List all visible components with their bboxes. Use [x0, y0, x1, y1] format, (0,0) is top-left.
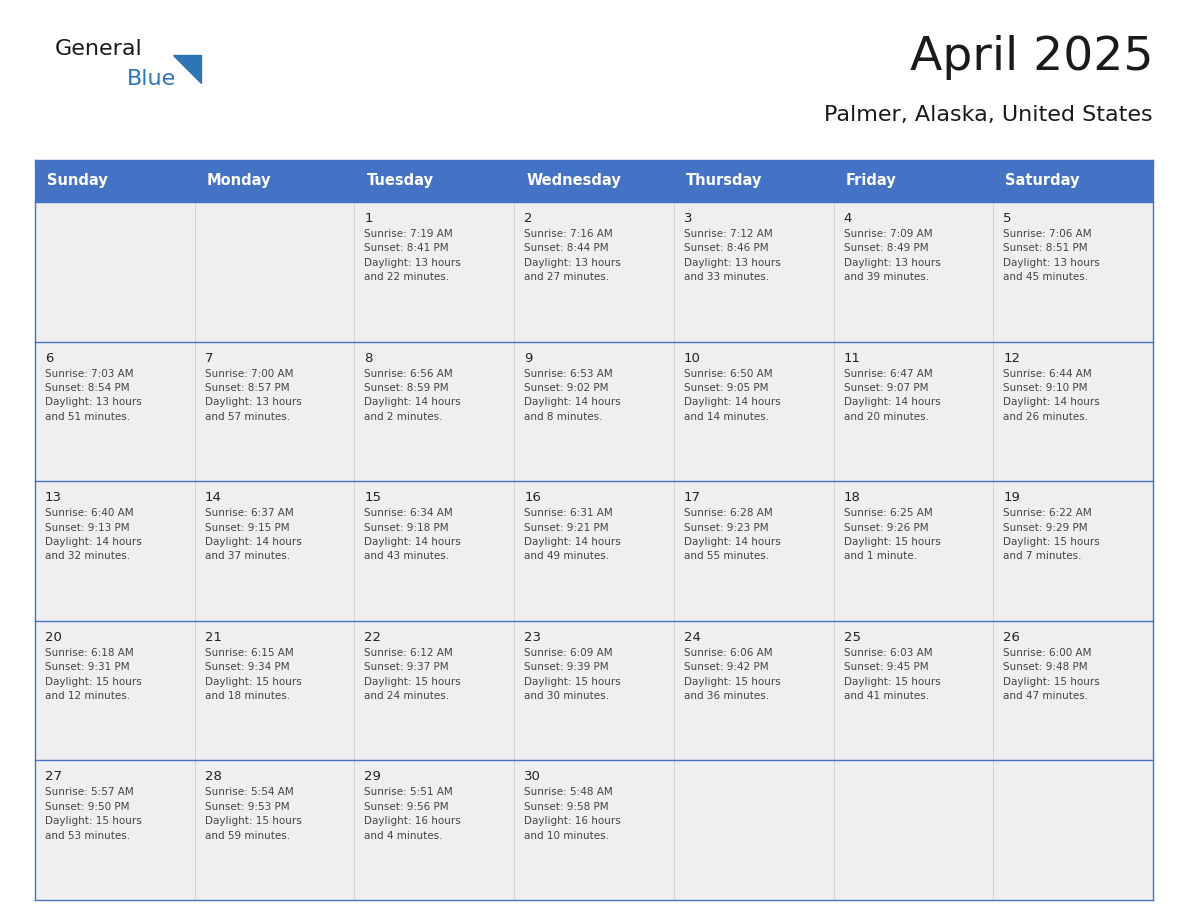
Text: 24: 24 [684, 631, 701, 644]
Text: 17: 17 [684, 491, 701, 504]
Text: 5: 5 [1004, 212, 1012, 225]
Text: 12: 12 [1004, 352, 1020, 364]
Text: Sunrise: 7:09 AM
Sunset: 8:49 PM
Daylight: 13 hours
and 39 minutes.: Sunrise: 7:09 AM Sunset: 8:49 PM Dayligh… [843, 229, 941, 282]
Text: Sunrise: 7:19 AM
Sunset: 8:41 PM
Daylight: 13 hours
and 22 minutes.: Sunrise: 7:19 AM Sunset: 8:41 PM Dayligh… [365, 229, 461, 282]
Text: 9: 9 [524, 352, 532, 364]
Text: Sunrise: 6:56 AM
Sunset: 8:59 PM
Daylight: 14 hours
and 2 minutes.: Sunrise: 6:56 AM Sunset: 8:59 PM Dayligh… [365, 369, 461, 421]
Text: 14: 14 [204, 491, 222, 504]
Text: 3: 3 [684, 212, 693, 225]
Text: 4: 4 [843, 212, 852, 225]
Text: 19: 19 [1004, 491, 1020, 504]
Text: Sunrise: 5:48 AM
Sunset: 9:58 PM
Daylight: 16 hours
and 10 minutes.: Sunrise: 5:48 AM Sunset: 9:58 PM Dayligh… [524, 788, 621, 841]
Bar [34, 481, 1154, 621]
Text: 15: 15 [365, 491, 381, 504]
Text: Sunrise: 6:44 AM
Sunset: 9:10 PM
Daylight: 14 hours
and 26 minutes.: Sunrise: 6:44 AM Sunset: 9:10 PM Dayligh… [1004, 369, 1100, 421]
Text: Sunrise: 6:18 AM
Sunset: 9:31 PM
Daylight: 15 hours
and 12 minutes.: Sunrise: 6:18 AM Sunset: 9:31 PM Dayligh… [45, 648, 141, 701]
Text: 27: 27 [45, 770, 62, 783]
Text: Sunrise: 6:22 AM
Sunset: 9:29 PM
Daylight: 15 hours
and 7 minutes.: Sunrise: 6:22 AM Sunset: 9:29 PM Dayligh… [1004, 509, 1100, 562]
Text: Sunrise: 6:31 AM
Sunset: 9:21 PM
Daylight: 14 hours
and 49 minutes.: Sunrise: 6:31 AM Sunset: 9:21 PM Dayligh… [524, 509, 621, 562]
Text: Palmer, Alaska, United States: Palmer, Alaska, United States [824, 105, 1154, 125]
Text: 2: 2 [524, 212, 532, 225]
Text: Sunrise: 7:12 AM
Sunset: 8:46 PM
Daylight: 13 hours
and 33 minutes.: Sunrise: 7:12 AM Sunset: 8:46 PM Dayligh… [684, 229, 781, 282]
Text: 26: 26 [1004, 631, 1020, 644]
Text: 22: 22 [365, 631, 381, 644]
Text: 6: 6 [45, 352, 53, 364]
Text: Friday: Friday [846, 174, 896, 188]
Text: 18: 18 [843, 491, 860, 504]
Text: Sunrise: 6:15 AM
Sunset: 9:34 PM
Daylight: 15 hours
and 18 minutes.: Sunrise: 6:15 AM Sunset: 9:34 PM Dayligh… [204, 648, 302, 701]
Text: Sunrise: 7:06 AM
Sunset: 8:51 PM
Daylight: 13 hours
and 45 minutes.: Sunrise: 7:06 AM Sunset: 8:51 PM Dayligh… [1004, 229, 1100, 282]
Text: Sunrise: 6:09 AM
Sunset: 9:39 PM
Daylight: 15 hours
and 30 minutes.: Sunrise: 6:09 AM Sunset: 9:39 PM Dayligh… [524, 648, 621, 701]
Text: Sunrise: 6:47 AM
Sunset: 9:07 PM
Daylight: 14 hours
and 20 minutes.: Sunrise: 6:47 AM Sunset: 9:07 PM Dayligh… [843, 369, 941, 421]
Bar [34, 341, 1154, 481]
Text: Sunrise: 6:06 AM
Sunset: 9:42 PM
Daylight: 15 hours
and 36 minutes.: Sunrise: 6:06 AM Sunset: 9:42 PM Dayligh… [684, 648, 781, 701]
Text: Sunrise: 6:00 AM
Sunset: 9:48 PM
Daylight: 15 hours
and 47 minutes.: Sunrise: 6:00 AM Sunset: 9:48 PM Dayligh… [1004, 648, 1100, 701]
Text: 10: 10 [684, 352, 701, 364]
Text: 29: 29 [365, 770, 381, 783]
Text: Sunrise: 5:57 AM
Sunset: 9:50 PM
Daylight: 15 hours
and 53 minutes.: Sunrise: 5:57 AM Sunset: 9:50 PM Dayligh… [45, 788, 141, 841]
Bar [34, 202, 1154, 341]
Text: Sunrise: 5:54 AM
Sunset: 9:53 PM
Daylight: 15 hours
and 59 minutes.: Sunrise: 5:54 AM Sunset: 9:53 PM Dayligh… [204, 788, 302, 841]
Text: 16: 16 [524, 491, 541, 504]
Text: Sunday: Sunday [48, 174, 108, 188]
Text: Sunrise: 6:12 AM
Sunset: 9:37 PM
Daylight: 15 hours
and 24 minutes.: Sunrise: 6:12 AM Sunset: 9:37 PM Dayligh… [365, 648, 461, 701]
Bar [34, 621, 1154, 760]
Text: 8: 8 [365, 352, 373, 364]
Text: Sunrise: 6:40 AM
Sunset: 9:13 PM
Daylight: 14 hours
and 32 minutes.: Sunrise: 6:40 AM Sunset: 9:13 PM Dayligh… [45, 509, 141, 562]
Text: 21: 21 [204, 631, 222, 644]
Text: 11: 11 [843, 352, 860, 364]
Text: Sunrise: 6:03 AM
Sunset: 9:45 PM
Daylight: 15 hours
and 41 minutes.: Sunrise: 6:03 AM Sunset: 9:45 PM Dayligh… [843, 648, 941, 701]
Text: General: General [55, 39, 143, 59]
Text: Sunrise: 7:16 AM
Sunset: 8:44 PM
Daylight: 13 hours
and 27 minutes.: Sunrise: 7:16 AM Sunset: 8:44 PM Dayligh… [524, 229, 621, 282]
Text: Monday: Monday [207, 174, 271, 188]
Text: Wednesday: Wednesday [526, 174, 621, 188]
Bar [34, 760, 1154, 900]
Text: 1: 1 [365, 212, 373, 225]
Text: April 2025: April 2025 [910, 35, 1154, 80]
Text: 7: 7 [204, 352, 213, 364]
Text: Sunrise: 6:28 AM
Sunset: 9:23 PM
Daylight: 14 hours
and 55 minutes.: Sunrise: 6:28 AM Sunset: 9:23 PM Dayligh… [684, 509, 781, 562]
Text: Sunrise: 5:51 AM
Sunset: 9:56 PM
Daylight: 16 hours
and 4 minutes.: Sunrise: 5:51 AM Sunset: 9:56 PM Dayligh… [365, 788, 461, 841]
Text: Thursday: Thursday [685, 174, 763, 188]
Bar [34, 160, 1154, 202]
Text: Sunrise: 6:37 AM
Sunset: 9:15 PM
Daylight: 14 hours
and 37 minutes.: Sunrise: 6:37 AM Sunset: 9:15 PM Dayligh… [204, 509, 302, 562]
Text: Blue: Blue [127, 69, 176, 89]
Text: 30: 30 [524, 770, 541, 783]
Text: 25: 25 [843, 631, 860, 644]
Text: Sunrise: 7:00 AM
Sunset: 8:57 PM
Daylight: 13 hours
and 57 minutes.: Sunrise: 7:00 AM Sunset: 8:57 PM Dayligh… [204, 369, 302, 421]
Text: Sunrise: 6:50 AM
Sunset: 9:05 PM
Daylight: 14 hours
and 14 minutes.: Sunrise: 6:50 AM Sunset: 9:05 PM Dayligh… [684, 369, 781, 421]
Text: Sunrise: 6:34 AM
Sunset: 9:18 PM
Daylight: 14 hours
and 43 minutes.: Sunrise: 6:34 AM Sunset: 9:18 PM Dayligh… [365, 509, 461, 562]
Polygon shape [173, 55, 201, 83]
Text: Sunrise: 7:03 AM
Sunset: 8:54 PM
Daylight: 13 hours
and 51 minutes.: Sunrise: 7:03 AM Sunset: 8:54 PM Dayligh… [45, 369, 141, 421]
Text: 23: 23 [524, 631, 542, 644]
Text: Tuesday: Tuesday [366, 174, 434, 188]
Text: 13: 13 [45, 491, 62, 504]
Text: 28: 28 [204, 770, 222, 783]
Text: 20: 20 [45, 631, 62, 644]
Text: Sunrise: 6:53 AM
Sunset: 9:02 PM
Daylight: 14 hours
and 8 minutes.: Sunrise: 6:53 AM Sunset: 9:02 PM Dayligh… [524, 369, 621, 421]
Text: Sunrise: 6:25 AM
Sunset: 9:26 PM
Daylight: 15 hours
and 1 minute.: Sunrise: 6:25 AM Sunset: 9:26 PM Dayligh… [843, 509, 941, 562]
Text: Saturday: Saturday [1005, 174, 1080, 188]
